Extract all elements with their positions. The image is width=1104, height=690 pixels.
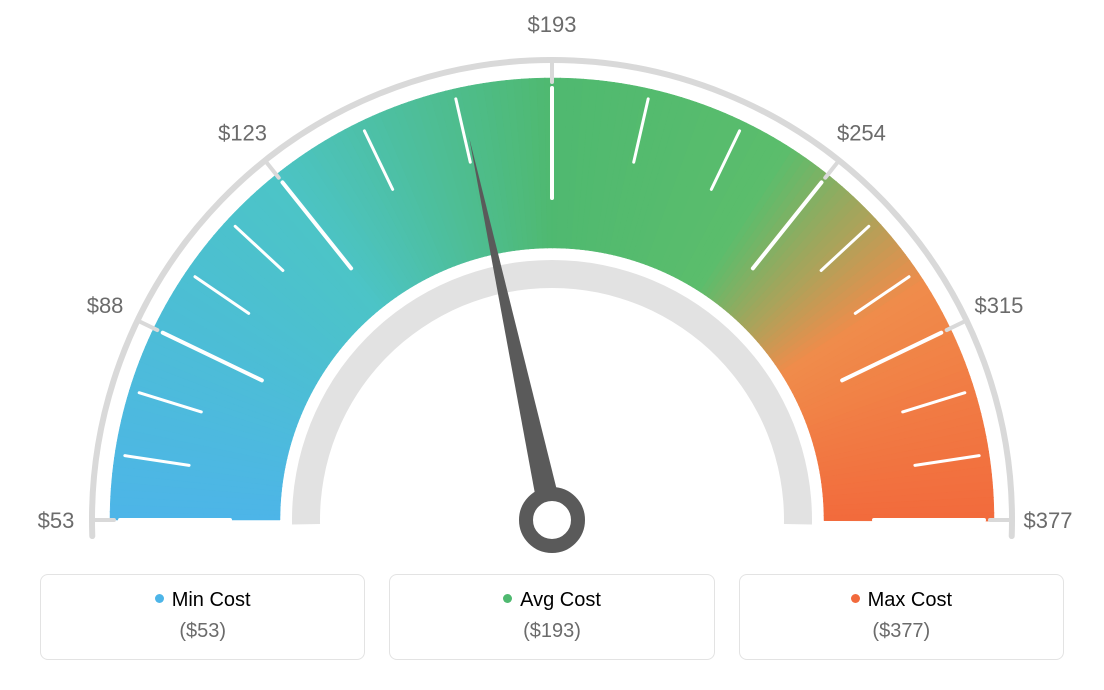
- legend-label-min: Min Cost: [172, 589, 251, 611]
- legend-title-max: Max Cost: [750, 589, 1053, 612]
- legend-card-avg: Avg Cost ($193): [389, 574, 714, 660]
- legend-title-avg: Avg Cost: [400, 589, 703, 612]
- legend-card-max: Max Cost ($377): [739, 574, 1064, 660]
- svg-text:$193: $193: [528, 12, 577, 37]
- legend-label-max: Max Cost: [868, 589, 952, 611]
- legend-dot-min: [155, 594, 164, 603]
- legend-dot-max: [851, 594, 860, 603]
- legend-label-avg: Avg Cost: [520, 589, 601, 611]
- svg-text:$53: $53: [38, 508, 75, 533]
- gauge-chart: $53 $88 $123 $193 $254 $315 $377: [0, 0, 1104, 560]
- legend-value-min: ($53): [51, 620, 354, 643]
- gauge-svg: $53 $88 $123 $193 $254 $315 $377: [0, 0, 1104, 560]
- svg-text:$88: $88: [87, 293, 124, 318]
- legend-card-min: Min Cost ($53): [40, 574, 365, 660]
- svg-text:$254: $254: [837, 120, 886, 145]
- legend-value-avg: ($193): [400, 620, 703, 643]
- legend-dot-avg: [503, 594, 512, 603]
- svg-text:$123: $123: [218, 120, 267, 145]
- legend-title-min: Min Cost: [51, 589, 354, 612]
- svg-text:$315: $315: [974, 293, 1023, 318]
- svg-text:$377: $377: [1024, 508, 1073, 533]
- legend-value-max: ($377): [750, 620, 1053, 643]
- legend-row: Min Cost ($53) Avg Cost ($193) Max Cost …: [0, 574, 1104, 660]
